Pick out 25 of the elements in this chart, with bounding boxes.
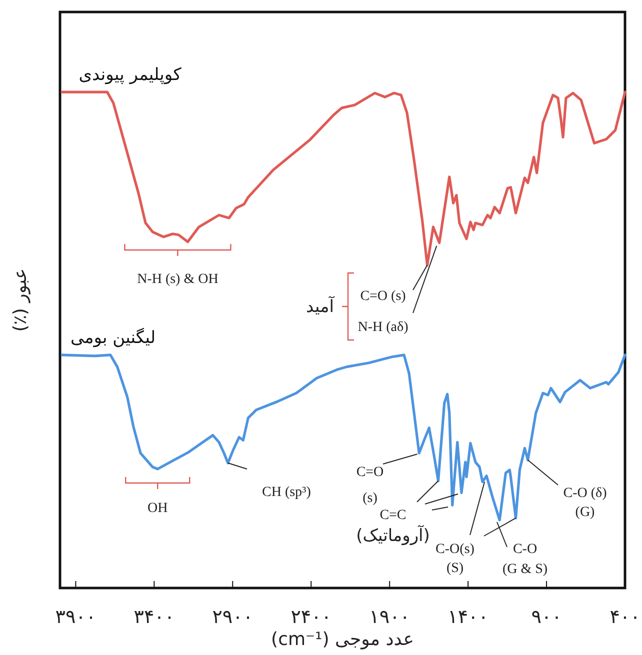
annotation: آمید bbox=[306, 272, 355, 341]
y-axis-title: عبور (٪) bbox=[10, 268, 31, 332]
x-axis-title: عدد موجی (cm⁻¹) bbox=[271, 629, 414, 650]
annotation: C=O (s) bbox=[360, 289, 406, 304]
annotation: C-O (δ) (G) bbox=[563, 486, 607, 520]
series-label: کوپلیمر پیوندی bbox=[78, 65, 182, 85]
series-label: لیگنین بومی bbox=[70, 327, 156, 348]
annotation: OH bbox=[148, 501, 168, 516]
annotation: آمید bbox=[306, 296, 336, 317]
x-tick-label: ۱۴۰۰ bbox=[448, 606, 488, 628]
x-tick-label: ۴۰۰ bbox=[610, 606, 640, 628]
x-tick-label: ۳۴۰۰ bbox=[134, 606, 175, 628]
x-tick-label: ۲۹۰۰ bbox=[212, 606, 254, 628]
x-tick-label: ۹۰۰ bbox=[531, 606, 562, 628]
x-tick-label: ۳۹۰۰ bbox=[55, 606, 96, 628]
annotation: CH (sp³) bbox=[262, 485, 311, 500]
annotation: N-H (aδ) bbox=[358, 320, 408, 335]
annotation: N-H (s) & OH bbox=[137, 272, 218, 287]
annotation: OH bbox=[125, 476, 190, 516]
annotation: C=O (s) bbox=[356, 465, 384, 506]
annotation: N-H (s) & OH bbox=[124, 243, 232, 287]
x-tick-label: ۲۴۰۰ bbox=[290, 606, 332, 628]
annotation: C-O(s) (S) bbox=[436, 542, 474, 576]
annotation: C-O (G & S) bbox=[502, 542, 548, 577]
x-tick-label: ۱۹۰۰ bbox=[369, 606, 410, 628]
